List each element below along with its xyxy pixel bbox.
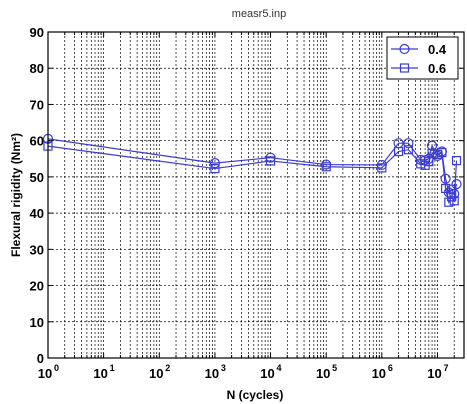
data-point [451, 179, 462, 190]
x-tick-label-exponent: 7 [443, 363, 448, 373]
data-point [393, 146, 404, 157]
x-tick-label: 10 5 [316, 363, 337, 381]
x-tick-label: 10 4 [260, 363, 281, 381]
x-tick-label: 10 0 [38, 363, 59, 381]
data-point [427, 148, 437, 158]
legend-marker [399, 43, 410, 55]
legend-item: 0.6 [391, 61, 446, 76]
y-tick-label: 50 [30, 170, 44, 185]
x-tick-label-base: 10 [93, 366, 107, 381]
x-tick-label-base: 10 [205, 366, 219, 381]
series-layer [42, 133, 462, 207]
data-point [403, 145, 413, 155]
x-tick-label: 10 3 [205, 363, 226, 381]
data-point [377, 163, 387, 173]
y-tick-label: 20 [30, 279, 44, 294]
series-0.6 [43, 141, 462, 207]
y-tick-label: 90 [30, 25, 44, 40]
data-point [210, 163, 220, 174]
data-point [444, 197, 454, 207]
x-tick-label-exponent: 2 [165, 363, 170, 373]
x-tick-label-base: 10 [316, 366, 330, 381]
y-tick-label: 30 [30, 242, 44, 257]
data-point [437, 148, 447, 158]
x-tick-label-exponent: 1 [110, 363, 115, 373]
x-tick-label-exponent: 5 [332, 363, 337, 373]
plot-frame [47, 31, 465, 359]
ticks [47, 31, 465, 359]
legend-label: 0.6 [428, 61, 446, 76]
x-tick-label: 10 7 [427, 363, 448, 381]
plot-background [48, 32, 464, 358]
data-point [426, 140, 438, 151]
y-tick-label: 80 [30, 61, 44, 76]
data-point [403, 138, 414, 149]
data-point [451, 155, 462, 166]
data-point [321, 162, 331, 172]
grid [48, 32, 464, 358]
x-tick-label-base: 10 [260, 366, 274, 381]
data-point [449, 196, 459, 206]
legend-item: 0.4 [391, 42, 447, 57]
legend-label: 0.4 [428, 42, 447, 57]
y-tick-label: 40 [30, 206, 44, 221]
x-tick-label-base: 10 [149, 366, 163, 381]
legend: 0.40.6 [386, 36, 459, 80]
x-tick-label: 10 6 [372, 363, 393, 381]
x-axis-label: N (cycles) [227, 388, 284, 402]
legend-marker [399, 63, 410, 73]
x-tick-label-base: 10 [38, 366, 52, 381]
x-tick-label: 10 2 [149, 363, 170, 381]
x-tick-label-exponent: 4 [277, 363, 282, 373]
y-tick-label: 10 [30, 315, 44, 330]
x-tick-label-exponent: 3 [221, 363, 226, 373]
data-point [209, 158, 221, 169]
x-tick-label-base: 10 [372, 366, 386, 381]
x-tick-label-exponent: 6 [388, 363, 393, 373]
x-tick-label-base: 10 [427, 366, 441, 381]
y-tick-label: 70 [30, 97, 44, 112]
data-point [440, 183, 451, 194]
y-axis-label: Flexural rigidity (Nm²) [9, 133, 23, 257]
x-tick-label-exponent: 0 [54, 363, 59, 373]
y-tick-label: 60 [30, 134, 44, 149]
x-tick-label: 10 1 [93, 363, 114, 381]
y-tick-label: 0 [37, 351, 44, 366]
legend-box [386, 36, 459, 80]
data-point [265, 156, 276, 166]
chart-title: measr5.inp [232, 8, 286, 20]
